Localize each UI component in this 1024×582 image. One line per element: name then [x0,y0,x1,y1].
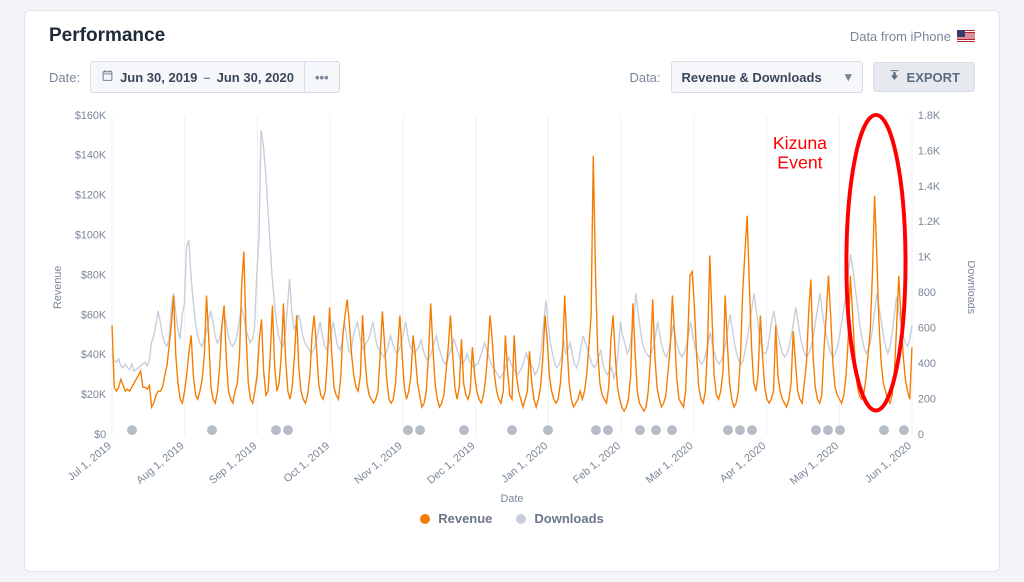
svg-text:400: 400 [918,358,936,370]
svg-text:Dec 1, 2019: Dec 1, 2019 [425,440,477,487]
data-selector-caret: ▾ [835,62,862,92]
legend-revenue-label: Revenue [438,511,492,526]
svg-text:1.6K: 1.6K [918,145,941,157]
svg-text:Aug 1, 2019: Aug 1, 2019 [134,440,186,487]
toolbar-right: Data: Revenue & Downloads ▾ EXPORT [629,61,975,93]
svg-text:Event: Event [777,153,822,173]
card-title: Performance [49,25,165,47]
date-label: Date: [49,70,80,85]
svg-text:Revenue: Revenue [52,266,64,309]
date-end: Jun 30, 2020 [217,70,294,85]
legend-downloads[interactable]: Downloads [516,511,603,526]
date-range-picker[interactable]: Jun 30, 2019 – Jun 30, 2020 ••• [90,61,340,93]
svg-text:Jul 1, 2019: Jul 1, 2019 [66,440,114,483]
export-button[interactable]: EXPORT [873,62,975,92]
svg-text:Feb 1, 2020: Feb 1, 2020 [571,440,623,486]
ellipsis-icon: ••• [315,70,329,85]
flag-us-icon [957,30,975,42]
svg-text:1.2K: 1.2K [918,216,941,228]
svg-text:May 1, 2020: May 1, 2020 [788,440,841,487]
svg-text:$80K: $80K [81,269,107,281]
chart-area: Jul 1, 2019 Aug 1, 2019 Sep 1, 2019 Oct 1, … [49,107,975,507]
toolbar-left: Date: Jun 30, 2019 – Jun 30, 2020 ••• [49,61,340,93]
svg-text:$20K: $20K [81,389,107,401]
toolbar: Date: Jun 30, 2019 – Jun 30, 2020 ••• Da… [25,57,999,101]
svg-text:$40K: $40K [81,349,107,361]
data-selector-value: Revenue & Downloads [672,62,832,92]
svg-text:$0: $0 [94,429,106,441]
svg-text:Jun 1, 2020: Jun 1, 2020 [863,440,914,486]
svg-text:1K: 1K [918,252,932,264]
svg-text:600: 600 [918,323,936,335]
chevron-down-icon: ▾ [845,69,852,85]
card-header: Performance Data from iPhone [25,11,999,57]
svg-text:Nov 1, 2019: Nov 1, 2019 [352,440,404,487]
revenue-dot-icon [420,514,430,524]
svg-text:Sep 1, 2019: Sep 1, 2019 [207,440,259,487]
svg-text:800: 800 [918,287,936,299]
svg-text:$100K: $100K [75,230,107,242]
date-dash: – [203,70,210,85]
export-label: EXPORT [907,70,960,85]
svg-text:Date: Date [501,493,524,505]
svg-text:Apr 1, 2020: Apr 1, 2020 [718,440,769,485]
legend: Revenue Downloads [25,511,999,540]
chart-svg: Jul 1, 2019 Aug 1, 2019 Sep 1, 2019 Oct 1, … [49,107,975,507]
legend-revenue[interactable]: Revenue [420,511,492,526]
data-label: Data: [629,70,660,85]
calendar-icon [101,69,114,85]
svg-text:Mar 1, 2020: Mar 1, 2020 [644,440,696,486]
svg-text:1.4K: 1.4K [918,181,941,193]
svg-text:$160K: $160K [75,110,107,122]
date-more-button[interactable]: ••• [305,62,339,92]
svg-text:Jan 1, 2020: Jan 1, 2020 [499,440,550,486]
data-selector[interactable]: Revenue & Downloads ▾ [671,61,863,93]
svg-text:200: 200 [918,394,936,406]
date-start-seg[interactable]: Jun 30, 2019 – Jun 30, 2020 [91,62,305,92]
downloads-dot-icon [516,514,526,524]
date-start: Jun 30, 2019 [120,70,197,85]
download-icon [888,69,901,85]
data-from-text: Data from iPhone [850,29,951,44]
legend-downloads-label: Downloads [534,511,603,526]
svg-text:Kizuna: Kizuna [773,133,827,153]
performance-card: Performance Data from iPhone Date: Jun 3… [24,10,1000,572]
data-source-label: Data from iPhone [850,29,975,44]
svg-text:$120K: $120K [75,190,107,202]
svg-text:0: 0 [918,429,924,441]
svg-text:Downloads: Downloads [965,261,975,315]
svg-text:1.8K: 1.8K [918,110,941,122]
svg-text:Oct 1, 2019: Oct 1, 2019 [282,440,333,485]
svg-text:$140K: $140K [75,150,107,162]
svg-text:$60K: $60K [81,309,107,321]
